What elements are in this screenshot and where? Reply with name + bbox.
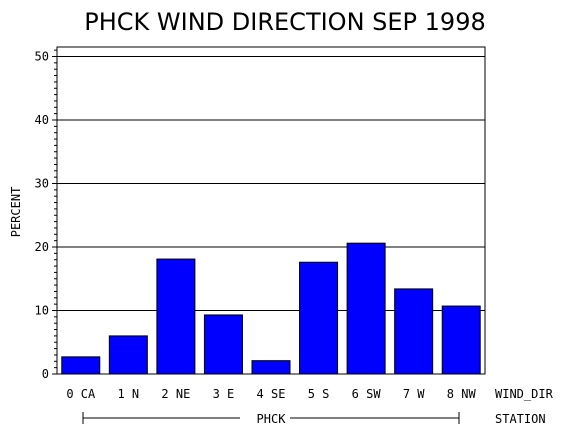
y-tick-label: 30 <box>35 177 49 191</box>
y-tick-label: 20 <box>35 240 49 254</box>
x-tick-label: 8 NW <box>447 387 477 401</box>
bar <box>203 314 243 375</box>
x-tick-label: 3 E <box>213 387 235 401</box>
bar <box>441 305 481 375</box>
y-tick-label: 40 <box>35 113 49 127</box>
y-axis: 0 10 20 30 40 50 <box>35 50 57 381</box>
bar <box>156 258 196 375</box>
bar <box>108 335 148 375</box>
bars <box>61 242 481 375</box>
y-tick-label: 0 <box>42 367 49 381</box>
chart-title: PHCK WIND DIRECTION SEP 1998 <box>84 8 485 36</box>
y-axis-label: PERCENT <box>9 187 23 238</box>
y-tick-label: 10 <box>35 304 49 318</box>
x-axis: 0 CA 1 N 2 NE 3 E 4 SE 5 S 6 SW 7 W 8 NW <box>66 387 476 401</box>
x-tick-label: 7 W <box>403 387 425 401</box>
bar <box>346 242 386 375</box>
group-axis-label: STATION <box>495 412 546 426</box>
bar <box>251 360 291 375</box>
bar <box>61 356 101 375</box>
x-tick-label: 6 SW <box>352 387 382 401</box>
x-tick-label: 0 CA <box>66 387 96 401</box>
x-axis-label: WIND_DIR <box>495 387 554 401</box>
plot-frame <box>56 46 486 375</box>
group-name-label: PHCK <box>257 412 287 426</box>
grid-lines <box>57 56 485 311</box>
bar <box>299 261 339 375</box>
y-tick-label: 50 <box>35 50 49 64</box>
x-tick-label: 1 N <box>117 387 139 401</box>
x-tick-label: 4 SE <box>257 387 286 401</box>
group-bracket: PHCK <box>82 412 460 426</box>
x-tick-label: 2 NE <box>161 387 190 401</box>
x-tick-label: 5 S <box>308 387 330 401</box>
bar <box>394 288 434 375</box>
